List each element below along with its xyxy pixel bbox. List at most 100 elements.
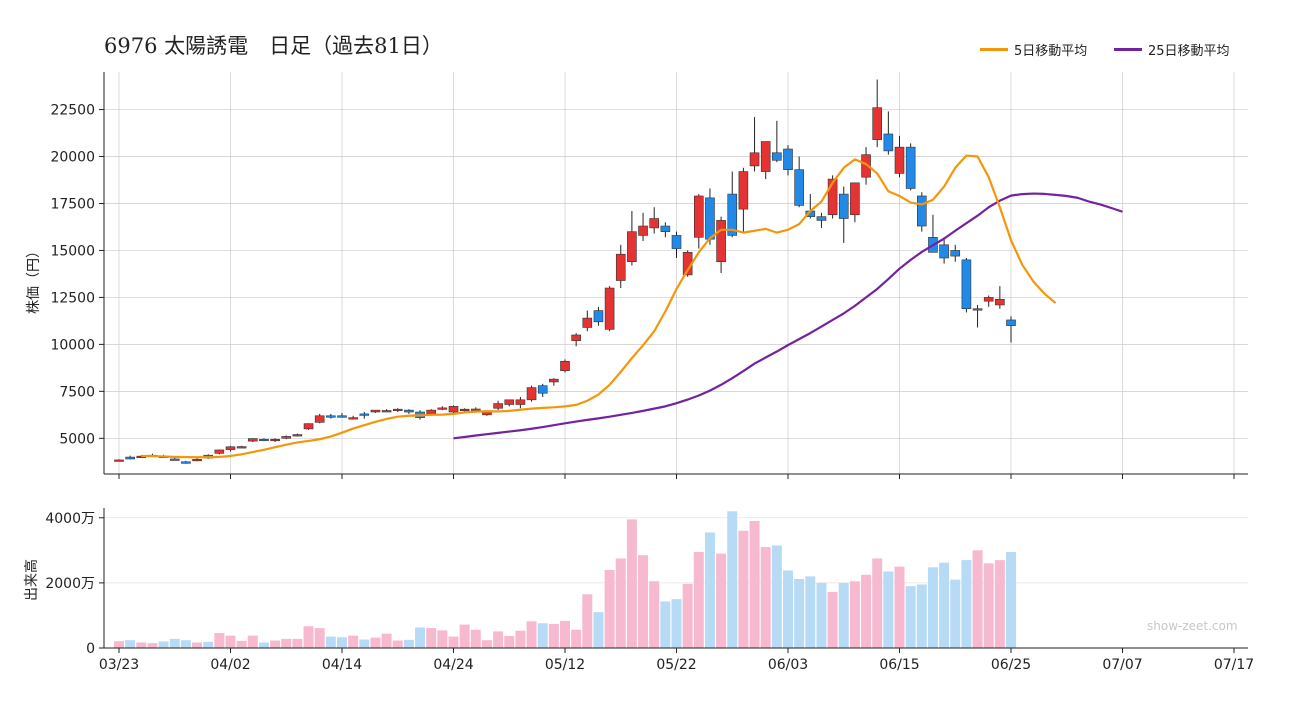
candle-body (961, 259, 972, 309)
candle-body (638, 225, 648, 236)
candle-body (236, 446, 247, 449)
candle-body (671, 235, 682, 249)
candle-body (314, 415, 325, 423)
candle-body (760, 141, 771, 172)
volume-bar (738, 530, 749, 648)
volume-bar (125, 640, 136, 648)
volume-bar (203, 641, 214, 648)
volume-bar (493, 631, 504, 648)
volume-bar (247, 635, 258, 648)
volume-bar (838, 582, 849, 648)
candle-body (381, 410, 392, 413)
price-grid (104, 72, 1248, 474)
volume-bar (1006, 551, 1016, 648)
price-ytick-label: 20000 (50, 150, 95, 166)
candle-body (615, 253, 626, 281)
volume-bar (225, 635, 236, 648)
candle-body (437, 407, 448, 410)
candle-body (604, 287, 615, 330)
volume-bar (638, 555, 649, 648)
ma25-line (453, 192, 1123, 440)
volume-bar (593, 612, 604, 648)
candle-body (950, 250, 961, 257)
volume-bar (370, 637, 381, 648)
volume-bar (883, 571, 894, 648)
x-tick-label: 05/22 (656, 657, 696, 673)
volume-bar (325, 636, 336, 648)
volume-bar (671, 599, 682, 648)
candle-body (459, 408, 470, 411)
volume-bar (771, 545, 782, 648)
volume-bar (805, 576, 816, 648)
volume-bar (849, 581, 860, 648)
candle-body (370, 409, 381, 413)
volume-bar (693, 551, 704, 648)
candle-body (292, 434, 303, 437)
candle-body (749, 152, 760, 167)
candle-body (772, 152, 782, 161)
x-tick-label: 07/17 (1214, 657, 1254, 673)
candle-body (593, 310, 604, 323)
volume-bar (894, 566, 905, 648)
volume-bar (716, 553, 727, 648)
candle-body (192, 459, 202, 462)
candle-body (827, 178, 838, 216)
volume-bar (582, 594, 593, 648)
legend-ma5-label: 5日移動平均 (1014, 44, 1088, 59)
volume-bar (682, 583, 693, 648)
price-ytick-label: 12500 (50, 290, 95, 306)
watermark: show-zeet.com (1147, 619, 1238, 633)
candle-body (627, 231, 637, 263)
volume-bar (727, 511, 738, 648)
x-tick-label: 06/03 (768, 657, 808, 673)
price-moving-averages (141, 154, 1123, 459)
volume-bar (927, 567, 938, 648)
chart-title: 6976 太陽誘電 日足（過去81日） (104, 34, 443, 58)
legend-ma5: 5日移動平均 (980, 40, 1087, 59)
candle-body (582, 317, 593, 328)
candle-body (838, 193, 849, 219)
legend-ma25-swatch (1114, 48, 1142, 51)
candle-body (560, 360, 570, 371)
volume-bar (392, 640, 403, 648)
volume-bar (281, 638, 292, 648)
candle-body (392, 408, 403, 411)
volume-bar (760, 547, 771, 648)
legend-ma5-swatch (980, 48, 1008, 51)
x-tick-label: 04/02 (210, 657, 250, 673)
volume-bar (794, 578, 805, 648)
volume-grid (104, 517, 1248, 584)
candle-body (894, 146, 905, 174)
candle-body (114, 459, 124, 462)
volume-bar (749, 521, 760, 648)
x-tick-label: 06/15 (879, 657, 919, 673)
volume-bar (515, 630, 526, 648)
volume-bar (504, 635, 515, 648)
volume-bar (861, 574, 872, 648)
candle-body (549, 378, 559, 383)
candle-body (660, 225, 671, 232)
price-ytick-label: 17500 (50, 196, 95, 212)
volume-bar (816, 582, 827, 648)
candle-body (404, 409, 414, 413)
candle-body (303, 423, 314, 430)
price-ytick-label: 22500 (50, 103, 95, 119)
volume-bar (615, 558, 626, 648)
volume-bar (303, 626, 314, 648)
candle-body (972, 308, 983, 311)
price-candles (114, 79, 1016, 464)
candle-body (693, 195, 704, 238)
volume-bar (147, 643, 158, 648)
volume-bar (704, 532, 715, 648)
volume-bar (448, 636, 459, 648)
candle-body (125, 456, 135, 460)
candle-body (348, 417, 358, 420)
candle-body (705, 197, 715, 240)
volume-bar (236, 640, 247, 648)
volume-bar (470, 629, 481, 648)
candle-body (225, 446, 236, 450)
volume-bar (994, 560, 1005, 648)
volume-ytick-label: 0 (86, 641, 95, 657)
volume-bar (415, 627, 426, 648)
candle-body (470, 408, 481, 411)
